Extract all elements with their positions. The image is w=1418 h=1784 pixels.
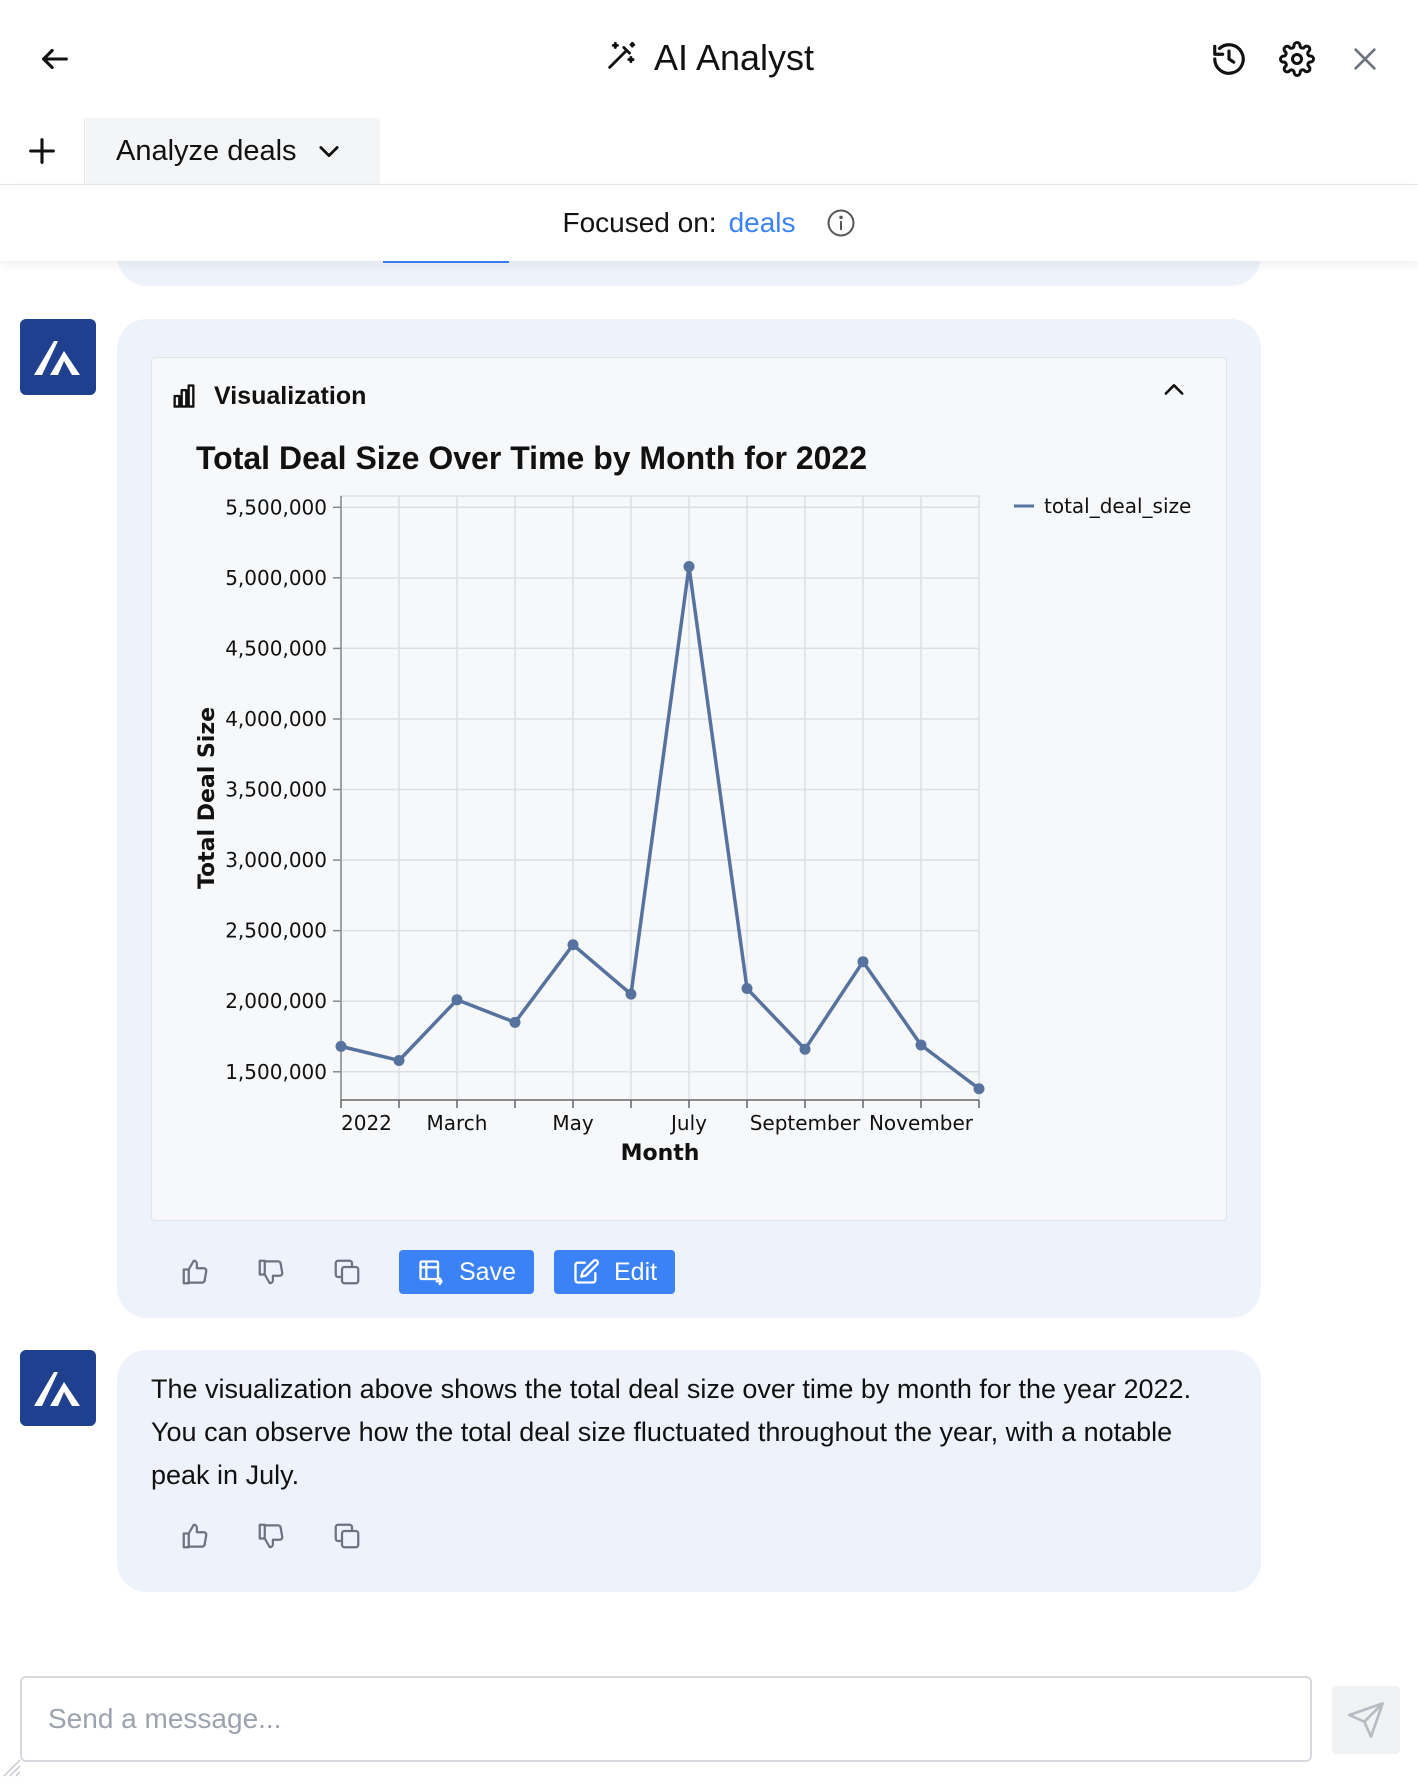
data-point [799,1043,811,1055]
message-text: The visualization above shows the total … [151,1374,1192,1490]
chart-title: Total Deal Size Over Time by Month for 2… [196,440,867,476]
thumbs-down-icon[interactable] [233,1514,309,1558]
magic-wand-icon [604,39,638,78]
info-icon[interactable] [826,208,856,238]
visualization-header: Visualization [170,376,366,416]
x-axis-title: Month [621,1141,700,1166]
history-icon[interactable] [1204,34,1254,84]
thumbs-up-icon[interactable] [157,1250,233,1294]
data-point [393,1054,405,1066]
page-title: AI Analyst [653,37,815,78]
back-icon[interactable] [30,34,80,84]
y-tick-label: 5,000,000 [225,566,327,590]
logo-icon [34,341,80,375]
tab-label: Analyze deals [116,134,297,167]
save-button-label: Save [459,1257,516,1286]
focus-dataset-link[interactable]: deals [728,207,796,238]
assistant-avatar [20,319,96,395]
message-composer [20,1676,1312,1762]
series-line-total_deal_size [340,564,981,1091]
y-tick-label: 4,500,000 [225,636,327,660]
resize-grip-icon[interactable] [0,1756,24,1780]
x-tick-label: November [869,1111,974,1135]
assistant-message: The visualization above shows the total … [117,1350,1261,1592]
table-save-icon [419,1260,443,1286]
x-tick-label: September [750,1111,861,1135]
edit-button[interactable]: Edit [553,1250,676,1294]
y-tick-label: 2,000,000 [225,989,327,1013]
previous-message-link-underline [383,261,509,263]
logo-icon [34,1372,80,1406]
y-axis-title: Total Deal Size [195,707,220,889]
edit-icon [574,1259,599,1284]
chevron-up-icon[interactable] [1160,376,1200,416]
visualization-title: Visualization [214,381,367,410]
visualization-card: Visualization Total Deal Size Over Time … [151,357,1227,1221]
y-tick-label: 4,000,000 [225,707,327,731]
x-tick-label: March [427,1111,488,1135]
visualization-actions: Save Edit [157,1250,676,1294]
x-tick-label: 2022 [341,1111,392,1135]
header-title-group: AI Analyst [0,30,1418,86]
legend-label: total_deal_size [1044,494,1191,518]
data-point [509,1016,521,1028]
conversation-tabs: Analyze deals [0,118,1418,185]
data-point [683,561,695,573]
data-point [335,1040,347,1052]
send-button[interactable] [1332,1686,1400,1754]
bar-chart-icon [173,384,195,408]
data-point [451,994,463,1006]
thumbs-down-icon[interactable] [233,1250,309,1294]
y-tick-label: 5,500,000 [225,495,327,519]
plot-area [341,496,979,1100]
thumbs-up-icon[interactable] [157,1514,233,1558]
data-point [567,939,579,951]
plus-icon [29,138,55,164]
save-button[interactable]: Save [399,1250,534,1294]
line-chart: 1,500,000 2,000,000 2,500,000 3,000,000 3,50… [195,494,1191,1166]
focus-label: Focused on: [562,207,717,238]
visualization-message: Visualization Total Deal Size Over Time … [117,319,1261,1318]
message-input[interactable] [46,1702,1310,1736]
copy-icon[interactable] [309,1514,385,1558]
data-point [625,988,637,1000]
y-tick-label: 2,500,000 [225,919,327,943]
new-conversation-button[interactable] [0,118,85,184]
x-tick-label: May [552,1111,594,1135]
data-point [915,1039,927,1051]
data-point [973,1083,985,1095]
gear-icon[interactable] [1272,34,1322,84]
y-tick-label: 1,500,000 [225,1060,327,1084]
y-tick-label: 3,500,000 [225,778,327,802]
assistant-avatar [20,1350,96,1426]
y-tick-label: 3,000,000 [225,848,327,872]
tab-analyze-deals[interactable]: Analyze deals [86,118,380,184]
send-icon [1348,1702,1384,1738]
data-point [741,983,753,995]
header: AI Analyst [0,0,1418,119]
x-tick-label: July [669,1111,707,1135]
edit-button-label: Edit [613,1257,658,1286]
focus-bar: Focused on: deals [0,185,1418,261]
copy-icon[interactable] [309,1250,385,1294]
chevron-down-icon [318,146,339,158]
close-icon[interactable] [1340,34,1390,84]
message-actions [157,1514,385,1558]
data-point [857,956,869,968]
